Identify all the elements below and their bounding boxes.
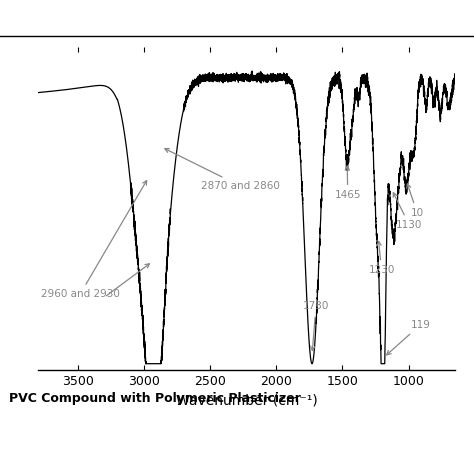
X-axis label: Wavenumber (cm⁻¹): Wavenumber (cm⁻¹) — [175, 393, 318, 407]
Text: 2870 and 2860: 2870 and 2860 — [165, 149, 280, 191]
Text: 1465: 1465 — [335, 166, 361, 200]
Text: 1230: 1230 — [368, 241, 395, 275]
Text: 119: 119 — [387, 319, 430, 355]
Text: 1130: 1130 — [393, 193, 422, 230]
Text: 2960 and 2930: 2960 and 2930 — [41, 181, 146, 300]
Text: 1730: 1730 — [303, 301, 329, 350]
Text: 10: 10 — [407, 184, 424, 218]
Text: PVC Compound with Polymeric Plasticizer: PVC Compound with Polymeric Plasticizer — [9, 392, 301, 405]
